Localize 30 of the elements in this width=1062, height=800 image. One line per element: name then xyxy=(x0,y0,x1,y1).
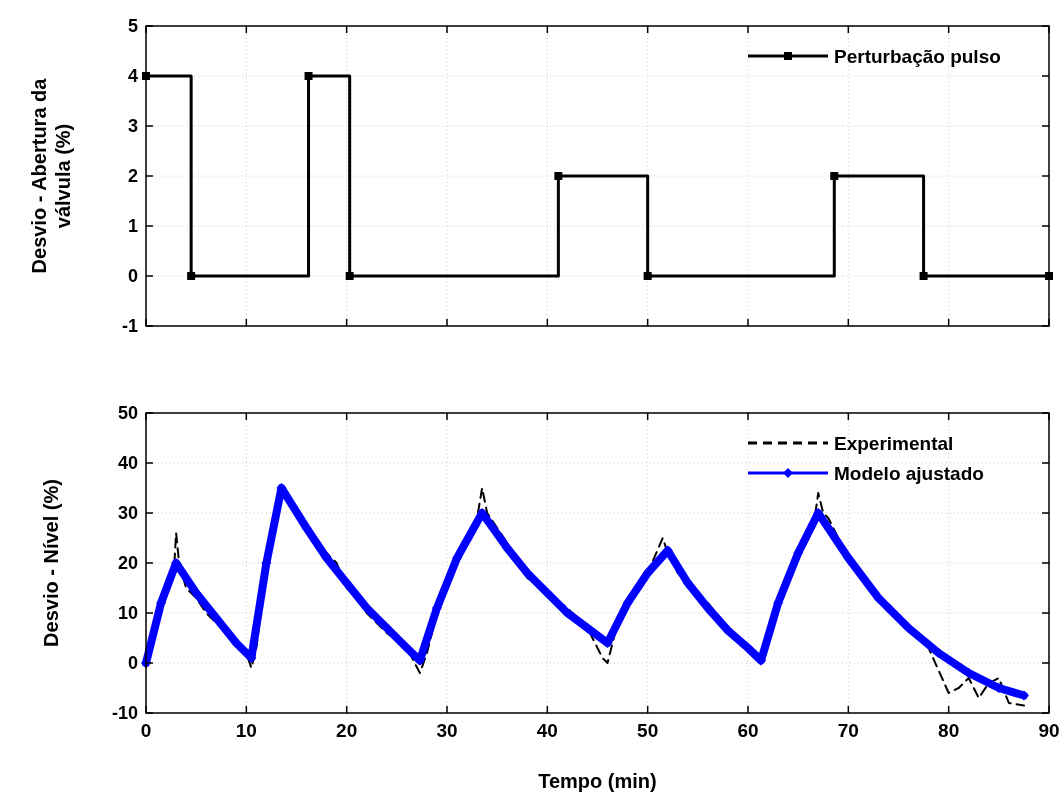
y-tick-label: 50 xyxy=(117,403,138,423)
x-tick-label: 60 xyxy=(737,720,759,741)
y-tick-label: -1 xyxy=(121,316,138,336)
y-axis-title: Desvio - Nível (%) xyxy=(40,479,62,647)
x-tick-label: 70 xyxy=(837,720,859,741)
legend-label: Perturbação pulso xyxy=(834,46,1001,67)
x-tick-label: 40 xyxy=(536,720,558,741)
y-tick-label: 30 xyxy=(117,503,138,523)
y-tick-label: 1 xyxy=(127,216,138,236)
y-axis-title: Desvio - Abertura da válvula (%) xyxy=(28,77,74,274)
x-tick-label: 90 xyxy=(1038,720,1060,741)
legend-label: Modelo ajustado xyxy=(834,463,984,484)
y-tick-label: 0 xyxy=(127,653,138,673)
x-tick-label: 20 xyxy=(336,720,358,741)
y-tick-label: 2 xyxy=(127,166,138,186)
x-tick-label: 80 xyxy=(938,720,960,741)
y-tick-label: 20 xyxy=(117,553,138,573)
x-tick-label: 0 xyxy=(140,720,152,741)
y-tick-label: 0 xyxy=(127,266,138,286)
x-axis-title: Tempo (min) xyxy=(538,770,657,792)
y-tick-label: 4 xyxy=(127,66,138,86)
x-tick-label: 30 xyxy=(436,720,458,741)
x-tick-label: 10 xyxy=(235,720,257,741)
legend-label: Experimental xyxy=(834,433,954,454)
y-tick-label: -10 xyxy=(111,703,138,723)
x-tick-label: 50 xyxy=(637,720,659,741)
y-tick-label: 3 xyxy=(127,116,138,136)
y-tick-label: 40 xyxy=(117,453,138,473)
y-tick-label: 5 xyxy=(127,16,138,36)
y-tick-label: 10 xyxy=(117,603,138,623)
